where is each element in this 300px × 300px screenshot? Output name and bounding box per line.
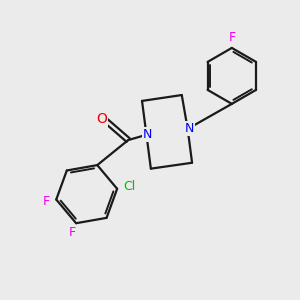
Text: F: F — [228, 31, 236, 44]
Text: N: N — [143, 128, 153, 141]
Text: Cl: Cl — [123, 180, 135, 193]
Text: N: N — [184, 122, 194, 135]
Text: F: F — [69, 226, 76, 239]
Text: O: O — [96, 112, 107, 127]
Text: F: F — [43, 195, 50, 208]
